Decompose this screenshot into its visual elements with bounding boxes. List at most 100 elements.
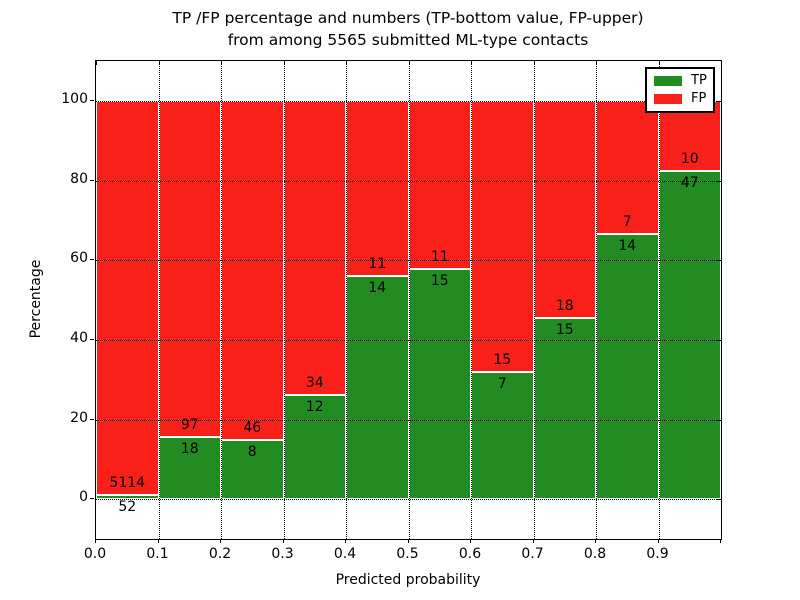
gridline-vertical <box>596 61 597 539</box>
x-tick-top <box>658 61 660 65</box>
y-tick-label: 20 <box>70 409 88 426</box>
gridline-vertical <box>346 61 347 539</box>
y-tick-right <box>717 260 721 262</box>
chart-title-line2: from among 5565 submitted ML-type contac… <box>227 31 589 49</box>
x-tick-bottom <box>532 539 534 543</box>
y-tick-label: 0 <box>79 489 88 506</box>
x-tick-top <box>158 61 160 65</box>
x-tick-bottom <box>720 539 721 543</box>
x-tick-top <box>596 61 597 65</box>
x-tick-top <box>96 61 97 65</box>
x-tick-top <box>408 61 410 65</box>
fp-count-label: 10 <box>680 150 699 167</box>
y-tick-left <box>90 498 94 500</box>
x-tick-label: 0.5 <box>396 546 419 562</box>
x-tick-label: 0.4 <box>333 546 357 562</box>
tp-count-label: 52 <box>118 499 137 516</box>
x-tick-top <box>471 61 472 65</box>
bar-segment-fp <box>408 100 471 270</box>
legend-label: TP <box>691 73 707 89</box>
y-tick-left <box>90 259 94 261</box>
tp-count-label: 14 <box>368 280 387 297</box>
x-axis-label: Predicted probability <box>335 572 481 588</box>
x-tick-top <box>283 61 285 65</box>
tp-count-label: 7 <box>497 376 507 393</box>
fp-count-label: 15 <box>493 352 512 369</box>
bar-segment-fp <box>96 100 159 496</box>
gridline-vertical <box>533 61 535 539</box>
bar-segment-fp <box>158 100 221 437</box>
x-tick-bottom <box>345 539 346 543</box>
bar-segment-fp <box>283 100 346 396</box>
y-tick-right <box>717 419 721 421</box>
y-tick-left <box>90 99 94 101</box>
bar-segment-tp <box>596 233 659 500</box>
fp-count-label: 46 <box>243 420 262 437</box>
bar-segment-tp <box>408 269 471 500</box>
x-tick-bottom <box>657 539 659 543</box>
plot-area: 5114 52 97 18 46 8 34 12 11 14 11 15 15 7 18 15 7 14 10 47 <box>95 60 722 540</box>
fp-count-label: 97 <box>180 416 199 433</box>
x-tick-label: 0.7 <box>521 546 544 562</box>
bar-segment-tp <box>158 436 221 500</box>
legend: TP FP <box>645 67 715 113</box>
y-tick-left <box>90 338 94 340</box>
legend-row: FP <box>654 90 707 106</box>
legend-row: TP <box>654 73 707 89</box>
bar-segment-tp <box>283 395 346 500</box>
fp-count-label: 18 <box>555 298 574 315</box>
bar-segment-tp <box>533 318 596 500</box>
gridline-vertical <box>158 61 160 539</box>
bar-segment-tp <box>96 495 159 500</box>
tp-count-label: 14 <box>618 237 637 254</box>
x-tick-bottom <box>95 539 96 543</box>
tp-count-label: 15 <box>555 322 574 339</box>
gridline-vertical <box>408 61 410 539</box>
bar-segment-fp <box>221 100 284 441</box>
tp-count-label: 47 <box>680 174 699 191</box>
legend-label: FP <box>691 90 707 106</box>
x-tick-top <box>721 61 722 65</box>
x-tick-bottom <box>220 539 221 543</box>
gridline-vertical <box>658 61 660 539</box>
y-tick-left <box>90 179 94 181</box>
y-tick-right <box>717 100 721 102</box>
bar-segment-tp <box>658 170 721 500</box>
x-tick-bottom <box>407 539 409 543</box>
tp-swatch-icon <box>654 76 682 87</box>
bar-segment-tp <box>346 276 409 500</box>
x-tick-bottom <box>157 539 159 543</box>
tp-count-label: 12 <box>305 399 324 416</box>
fp-count-label: 11 <box>368 256 387 273</box>
y-tick-left <box>90 418 94 420</box>
fp-swatch-icon <box>654 93 682 104</box>
x-tick-label: 0.9 <box>646 546 669 562</box>
bar-segment-fp <box>533 100 596 319</box>
x-tick-top <box>533 61 535 65</box>
x-tick-bottom <box>470 539 471 543</box>
x-tick-label: 0.1 <box>146 546 169 562</box>
fp-count-label: 7 <box>622 213 632 230</box>
fp-count-label: 5114 <box>109 475 146 492</box>
bar-segment-fp <box>471 100 534 373</box>
y-tick-label: 80 <box>70 170 88 187</box>
y-tick-right <box>717 339 721 341</box>
gridline-vertical <box>471 61 472 539</box>
bar-segment-fp <box>346 100 409 277</box>
y-tick-right <box>717 499 721 501</box>
gridline-vertical <box>221 61 222 539</box>
x-tick-label: 0.0 <box>83 546 107 562</box>
x-tick-label: 0.2 <box>208 546 232 562</box>
bar-segment-tp <box>471 372 534 500</box>
y-tick-label: 60 <box>70 250 88 267</box>
x-tick-top <box>346 61 347 65</box>
x-tick-bottom <box>595 539 596 543</box>
fp-count-label: 34 <box>305 375 324 392</box>
y-tick-label: 100 <box>61 90 88 107</box>
y-axis-label: Percentage <box>28 259 44 339</box>
tp-count-label: 8 <box>247 444 257 461</box>
fp-count-label: 11 <box>430 249 449 266</box>
gridline-vertical <box>283 61 285 539</box>
chart-title-line1: TP /FP percentage and numbers (TP-bottom… <box>172 9 644 27</box>
